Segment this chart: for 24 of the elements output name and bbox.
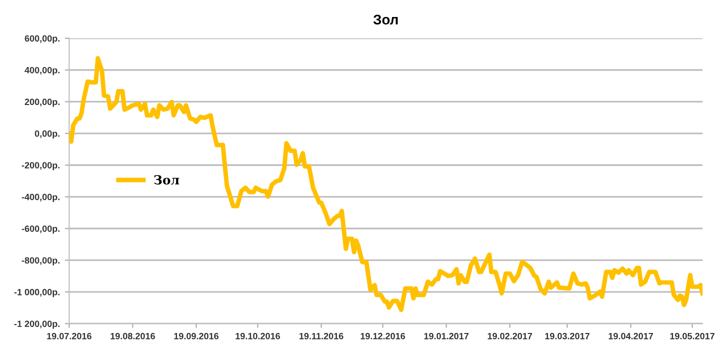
x-tick-label: 19.04.2017 xyxy=(608,332,653,340)
x-tick-label: 19.03.2017 xyxy=(545,332,590,340)
line-series xyxy=(69,56,703,312)
y-tick-label: -400,00р. xyxy=(22,194,60,202)
x-tick-label: 19.11.2016 xyxy=(300,332,344,340)
x-tick-label: 19.05.2017 xyxy=(670,332,714,340)
y-tick-label: -200,00р. xyxy=(22,162,60,170)
chart-title: Зол xyxy=(373,14,398,25)
y-tick-label: 600,00р. xyxy=(24,35,60,44)
y-tick-label: 400,00р. xyxy=(24,66,60,76)
x-tick-label: 19.02.2017 xyxy=(488,332,532,340)
y-tick-label: 200,00р. xyxy=(24,98,60,107)
x-tick-label: 19.07.2016 xyxy=(47,332,92,340)
y-tick-label: -600,00р. xyxy=(22,225,60,234)
x-tick-label: 19.10.2016 xyxy=(236,332,280,340)
x-tick-label: 19.12.2016 xyxy=(360,332,406,340)
y-tick-label: -800,00р. xyxy=(22,257,60,266)
x-tick-label: 19.08.2016 xyxy=(110,332,155,340)
y-tick-label: -1 200,00р. xyxy=(14,320,60,329)
x-tick-label: 19.01.2017 xyxy=(424,332,469,340)
legend-label: Зол xyxy=(154,175,180,185)
y-tick-label: -1 000,00р. xyxy=(14,288,60,298)
x-tick-label: 19.09.2016 xyxy=(174,332,219,340)
y-tick-label: 0,00р. xyxy=(34,130,60,139)
